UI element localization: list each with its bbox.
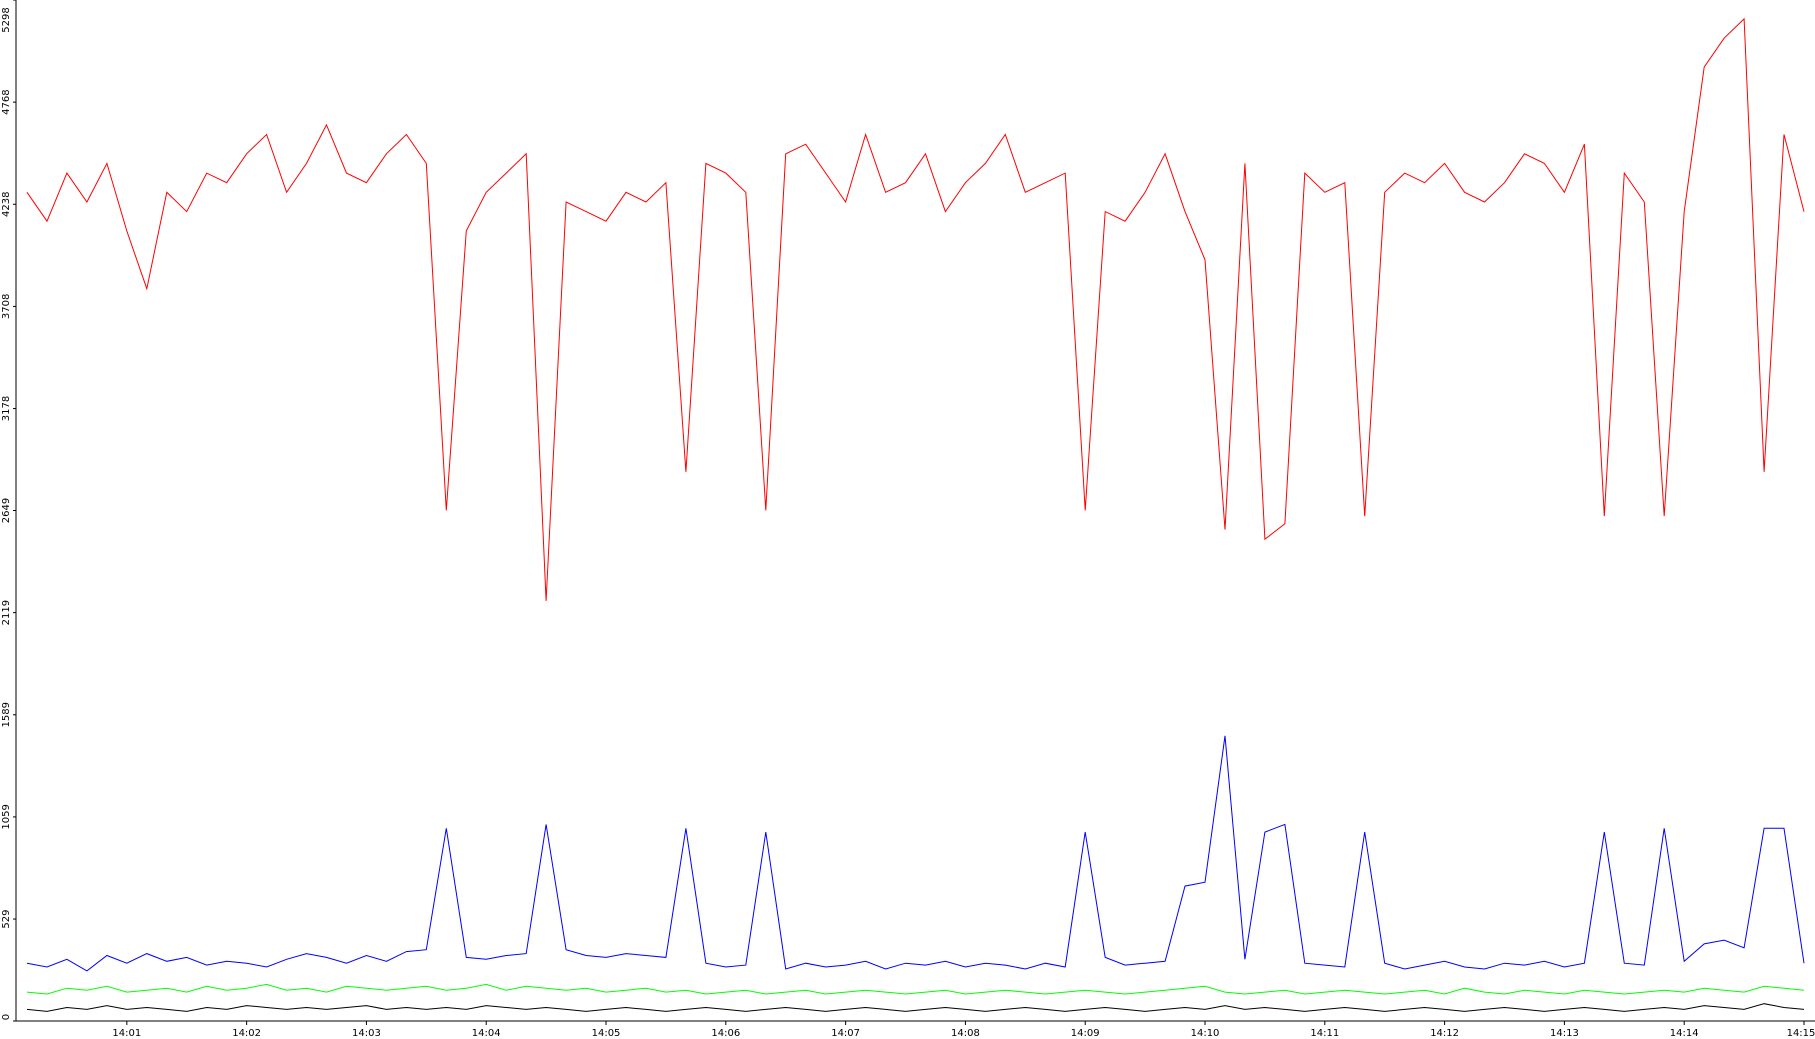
x-tick-label: 14:01 <box>112 1028 141 1039</box>
x-tick-label: 14:03 <box>352 1028 381 1039</box>
y-tick-label: 2119 <box>1 600 12 625</box>
series-line <box>26 983 1805 995</box>
x-tick-label: 14:08 <box>951 1028 980 1039</box>
x-tick-label: 14:06 <box>711 1028 740 1039</box>
y-tick-label: 1059 <box>1 804 12 829</box>
x-tick-label: 14:11 <box>1310 1028 1339 1039</box>
x-tick-label: 14:13 <box>1550 1028 1579 1039</box>
x-tick-label: 14:14 <box>1670 1028 1699 1039</box>
x-tick-label: 14:10 <box>1191 1028 1220 1039</box>
y-tick-label: 3178 <box>1 396 12 421</box>
y-tick-label: 3708 <box>1 294 12 319</box>
x-tick-label: 14:12 <box>1430 1028 1459 1039</box>
x-tick-label: 14:07 <box>831 1028 860 1039</box>
x-tick-label: 14:02 <box>232 1028 261 1039</box>
series-line <box>26 1003 1805 1012</box>
x-tick-label: 14:05 <box>592 1028 621 1039</box>
x-tick-label: 14:04 <box>472 1028 501 1039</box>
x-tick-label: 14:15 <box>1787 1028 1815 1039</box>
y-tick-label: 1589 <box>1 702 12 727</box>
y-tick-label: 2649 <box>1 498 12 523</box>
x-tick-label: 14:09 <box>1071 1028 1100 1039</box>
y-tick-label: 4768 <box>1 89 12 114</box>
y-tick-label: 4238 <box>1 192 12 217</box>
y-tick-label: 0 <box>1 1014 12 1020</box>
y-tick-label: 5298 <box>1 7 12 32</box>
series-line <box>26 735 1805 972</box>
series-line <box>26 17 1805 601</box>
y-tick-label: 529 <box>1 910 12 929</box>
